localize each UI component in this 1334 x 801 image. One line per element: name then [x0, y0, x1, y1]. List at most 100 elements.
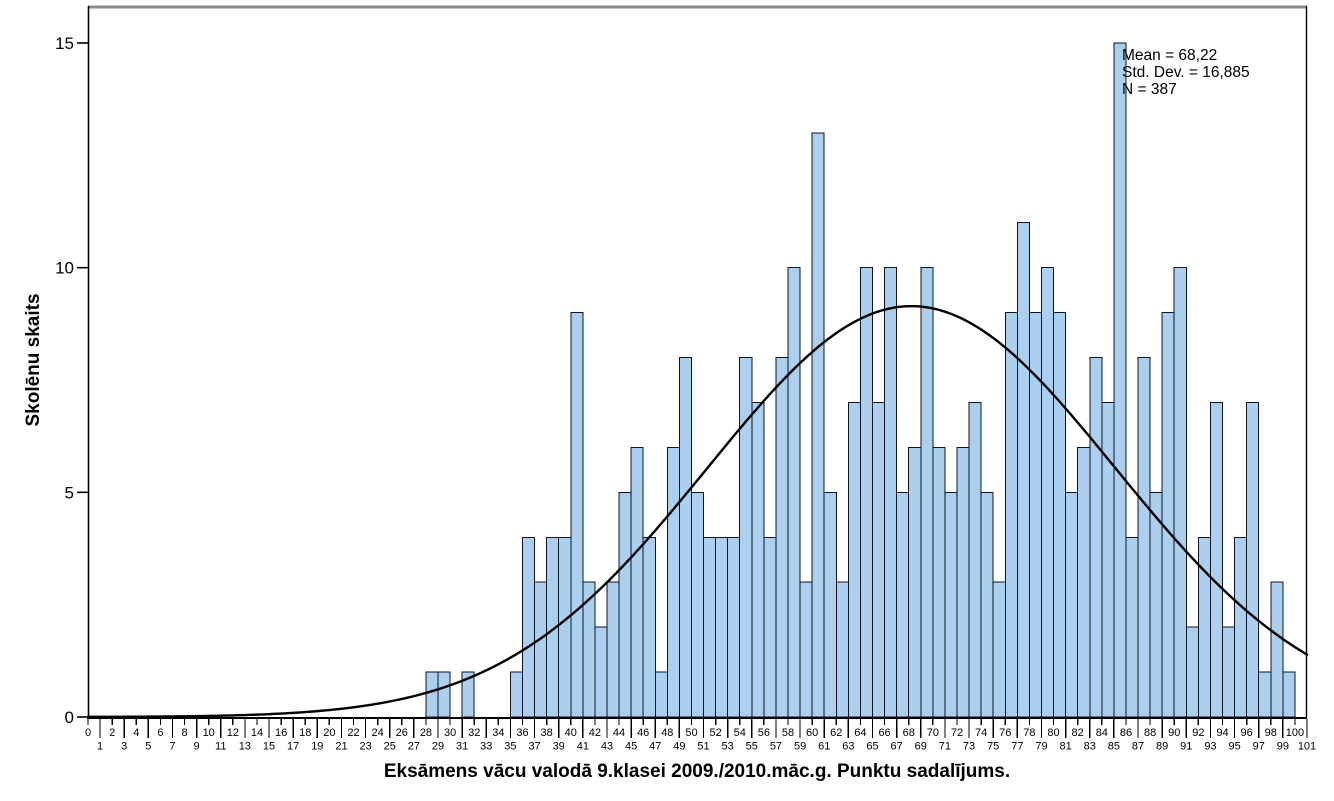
- bar-48-49: [666, 446, 680, 718]
- bar-89-90: [1161, 312, 1175, 718]
- bar-70-71: [932, 446, 946, 718]
- bar-52-53: [715, 536, 729, 718]
- x-tick-label-54: 54: [734, 727, 746, 739]
- x-tick-label-41: 41: [577, 741, 589, 753]
- bar-59-60: [799, 581, 813, 718]
- bar-35-36: [509, 671, 523, 718]
- bar-28-29: [425, 671, 439, 718]
- x-tick-label-69: 69: [915, 741, 927, 753]
- bar-44-45: [618, 491, 632, 718]
- stat-mean: Mean = 68,22: [1122, 47, 1218, 64]
- x-tick-label-43: 43: [601, 741, 613, 753]
- x-tick-label-58: 58: [782, 727, 794, 739]
- bar-53-54: [727, 536, 741, 718]
- x-tick-label-91: 91: [1180, 741, 1192, 753]
- x-tick-label-10: 10: [203, 727, 215, 739]
- x-tick-label-65: 65: [866, 741, 878, 753]
- bar-77-78: [1016, 222, 1030, 718]
- x-tick-label-75: 75: [987, 741, 999, 753]
- x-tick-label-71: 71: [939, 741, 951, 753]
- x-tick-label-5: 5: [145, 741, 151, 753]
- y-tick-label-15: 15: [55, 34, 74, 53]
- bar-87-88: [1137, 357, 1151, 718]
- x-tick-label-51: 51: [697, 741, 709, 753]
- x-tick-label-79: 79: [1035, 741, 1047, 753]
- x-tick-label-84: 84: [1096, 727, 1108, 739]
- bar-95-96: [1234, 536, 1248, 718]
- bar-51-52: [703, 536, 717, 718]
- x-tick-label-52: 52: [709, 727, 721, 739]
- bar-60-61: [811, 132, 825, 718]
- bar-73-74: [968, 401, 982, 718]
- x-tick-label-39: 39: [553, 741, 565, 753]
- x-tick-label-29: 29: [432, 741, 444, 753]
- x-tick-label-95: 95: [1228, 741, 1240, 753]
- x-tick-label-23: 23: [359, 741, 371, 753]
- x-tick-label-92: 92: [1192, 727, 1204, 739]
- bar-75-76: [992, 581, 1006, 718]
- x-tick-label-13: 13: [239, 741, 251, 753]
- x-tick-label-74: 74: [975, 727, 987, 739]
- x-tick-label-9: 9: [194, 741, 200, 753]
- x-tick-label-19: 19: [311, 741, 323, 753]
- bar-55-56: [751, 401, 765, 718]
- chart-title: Eksāmens vācu valodā 9.klasei 2009./2010…: [383, 761, 1011, 782]
- x-tick-label-0: 0: [85, 727, 91, 739]
- bar-66-67: [884, 267, 898, 718]
- bar-43-44: [606, 581, 620, 718]
- x-tick-label-34: 34: [492, 727, 504, 739]
- x-tick-label-77: 77: [1011, 741, 1023, 753]
- x-tick-label-16: 16: [275, 727, 287, 739]
- x-tick-label-64: 64: [854, 727, 866, 739]
- bar-79-80: [1040, 267, 1055, 718]
- x-tick-label-22: 22: [347, 727, 359, 739]
- x-tick-label-97: 97: [1253, 741, 1265, 753]
- x-tick-label-38: 38: [541, 727, 553, 739]
- bar-88-89: [1149, 491, 1163, 718]
- bar-94-95: [1222, 626, 1236, 718]
- bar-61-62: [823, 491, 837, 718]
- x-tick-label-61: 61: [818, 741, 830, 753]
- x-tick-label-24: 24: [372, 727, 384, 739]
- x-tick-label-72: 72: [951, 727, 963, 739]
- x-tick-label-56: 56: [758, 727, 770, 739]
- bar-96-97: [1246, 401, 1260, 718]
- y-tick-label-0: 0: [65, 708, 74, 727]
- x-tick-label-81: 81: [1059, 741, 1071, 753]
- x-tick-label-47: 47: [649, 741, 661, 753]
- x-tick-label-36: 36: [516, 727, 528, 739]
- normal-curve: [86, 304, 1309, 719]
- x-tick-label-101: 101: [1298, 741, 1316, 753]
- x-tick-label-28: 28: [420, 727, 432, 739]
- bar-45-46: [630, 446, 644, 718]
- x-tick-label-88: 88: [1144, 727, 1156, 739]
- x-tick-label-27: 27: [408, 741, 420, 753]
- x-tick-label-67: 67: [891, 741, 903, 753]
- x-tick-label-63: 63: [842, 741, 854, 753]
- bar-58-59: [787, 267, 801, 718]
- x-tick-label-49: 49: [673, 741, 685, 753]
- bar-99-100: [1282, 671, 1296, 718]
- x-tick-label-70: 70: [927, 727, 939, 739]
- y-tick-label-10: 10: [55, 259, 74, 278]
- bar-68-69: [908, 446, 922, 718]
- x-tick-label-20: 20: [323, 727, 335, 739]
- x-tick-label-53: 53: [722, 741, 734, 753]
- y-tick-label-5: 5: [65, 483, 74, 502]
- x-tick-label-14: 14: [251, 727, 263, 739]
- bar-49-50: [678, 357, 692, 718]
- x-tick-label-45: 45: [625, 741, 637, 753]
- x-tick-label-82: 82: [1072, 727, 1084, 739]
- x-tick-label-85: 85: [1108, 741, 1120, 753]
- y-axis-title: Skolēnu skaits: [23, 293, 44, 427]
- x-tick-label-3: 3: [121, 741, 127, 753]
- x-tick-label-18: 18: [299, 727, 311, 739]
- x-tick-label-96: 96: [1241, 727, 1253, 739]
- x-tick-label-66: 66: [878, 727, 890, 739]
- bar-39-40: [558, 536, 572, 718]
- bar-69-70: [920, 267, 934, 718]
- bar-98-99: [1270, 581, 1284, 718]
- x-tick-label-17: 17: [287, 741, 299, 753]
